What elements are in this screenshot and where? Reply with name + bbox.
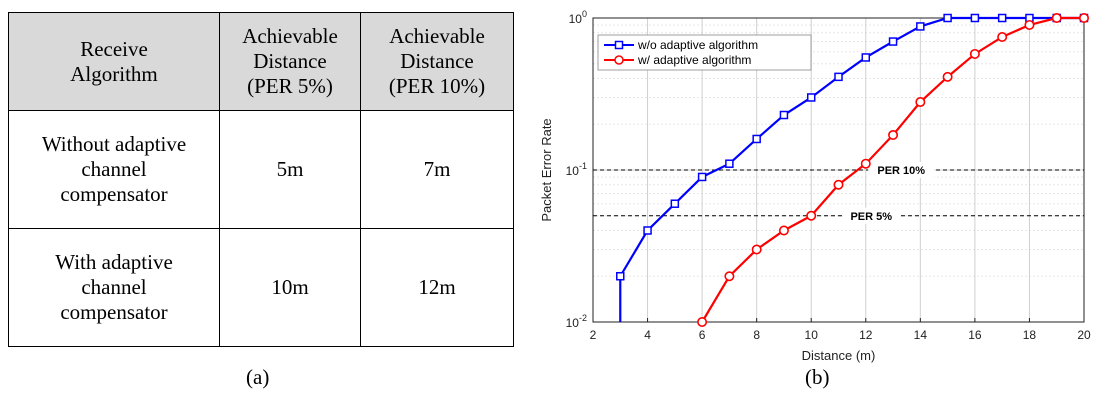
table-cell-per5: 5m	[219, 110, 361, 229]
x-tick-label: 4	[644, 328, 651, 342]
data-point	[997, 13, 1007, 23]
reference-label-bg	[868, 162, 935, 178]
data-point	[779, 110, 789, 120]
data-point	[916, 22, 925, 31]
reference-line-label: PER 10%	[877, 165, 925, 177]
header-distance-per5: Achievable Distance (PER 5%)	[219, 12, 361, 111]
table-cell-per5: 10m	[219, 228, 361, 347]
table-header-row: Receive Algorithm Achievable Distance (P…	[8, 12, 514, 111]
legend-swatch-marker	[614, 40, 624, 50]
table-row: Without adaptive channel compensator 5m …	[8, 110, 514, 229]
results-table-panel: Receive Algorithm Achievable Distance (P…	[8, 12, 514, 347]
data-point	[806, 210, 817, 221]
x-tick-label: 20	[1077, 328, 1091, 342]
data-point	[969, 48, 980, 59]
x-tick-label: 14	[914, 328, 928, 342]
x-tick-label: 12	[859, 328, 873, 342]
legend-swatch-marker	[614, 55, 624, 65]
legend-entry: w/o adaptive algorithm	[637, 38, 758, 52]
series-without-adaptive	[616, 13, 1089, 322]
data-point	[943, 13, 952, 23]
x-tick-label: 18	[1023, 328, 1037, 342]
legend-entry: w/ adaptive algorithm	[637, 53, 751, 67]
y-axis-label: Packet Error Rate	[539, 118, 554, 221]
table-row: With adaptive channel compensator 10m 12…	[8, 228, 514, 347]
data-point	[670, 199, 680, 208]
data-point	[697, 172, 707, 182]
panel-label-a: (a)	[246, 365, 270, 389]
y-tick-label: 100	[569, 9, 587, 26]
data-point	[915, 97, 926, 108]
data-point	[725, 159, 734, 168]
y-tick-label: 10-2	[566, 313, 587, 330]
x-tick-label: 16	[968, 328, 982, 342]
data-point	[697, 316, 708, 327]
reference-label-bg	[842, 207, 901, 224]
data-point	[1024, 19, 1035, 30]
y-tick-label: 10-1	[566, 161, 587, 178]
x-tick-label: 8	[753, 328, 760, 342]
data-point	[861, 53, 871, 62]
data-point	[1078, 13, 1089, 23]
x-tick-label: 10	[805, 328, 819, 342]
table-cell-algorithm: With adaptive channel compensator	[8, 228, 220, 347]
data-point	[751, 244, 762, 255]
data-point	[724, 271, 735, 282]
data-point	[834, 72, 843, 82]
x-tick-label: 6	[699, 328, 706, 342]
header-receive-algorithm: Receive Algorithm	[8, 12, 220, 111]
x-tick-label: 2	[590, 328, 597, 342]
series-with-adaptive	[697, 13, 1089, 327]
data-point	[806, 93, 816, 102]
data-point	[970, 13, 980, 23]
data-point	[888, 129, 899, 140]
table-cell-per10: 7m	[360, 110, 514, 229]
data-point	[616, 271, 625, 281]
legend-box	[597, 34, 812, 71]
data-point	[860, 158, 871, 169]
x-axis-label: Distance (m)	[802, 348, 876, 363]
data-point	[888, 37, 898, 46]
data-point	[1051, 13, 1062, 23]
header-distance-per10: Achievable Distance (PER 10%)	[360, 12, 514, 111]
table-cell-per10: 12m	[360, 228, 514, 347]
reference-line-label: PER 5%	[850, 211, 892, 223]
per-vs-distance-chart: 2 4 6 8 10 12 14 16 18 20 100 10-1 10-2 Distance (m) P…	[539, 9, 1091, 363]
data-point	[942, 71, 953, 82]
data-point	[833, 179, 844, 190]
panel-label-b: (b)	[805, 365, 830, 389]
results-table: Receive Algorithm Achievable Distance (P…	[8, 12, 514, 347]
data-point	[752, 134, 761, 144]
data-point	[778, 225, 789, 236]
table-cell-algorithm: Without adaptive channel compensator	[8, 110, 220, 229]
data-point	[997, 31, 1008, 42]
data-point	[643, 226, 652, 235]
